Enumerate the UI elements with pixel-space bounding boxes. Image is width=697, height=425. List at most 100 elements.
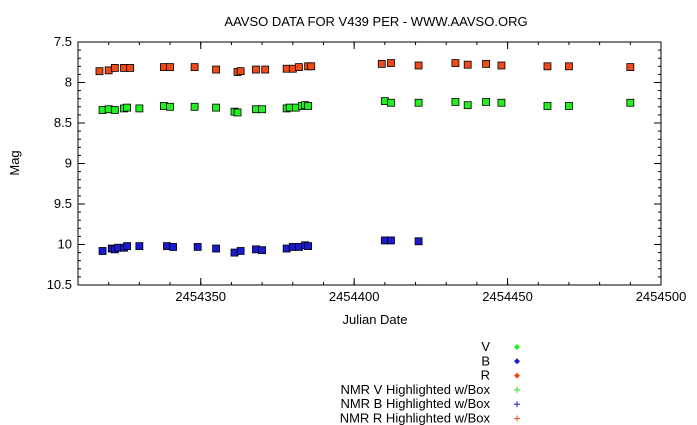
data-point-r [95, 67, 104, 76]
data-point-r [126, 64, 135, 72]
data-point-plus-r [566, 64, 571, 69]
data-point-plus-r [263, 67, 268, 72]
data-point-v [565, 102, 573, 110]
chart-title: AAVSO DATA FOR V439 PER - WWW.AAVSO.ORG [224, 14, 527, 29]
data-point-plus-v [106, 107, 111, 112]
data-point-plus-v [253, 107, 258, 112]
data-point-plus-v [545, 103, 550, 108]
data-point-plus-b [290, 244, 295, 249]
data-point-plus-b [416, 239, 421, 244]
data-point-plus-r [379, 61, 384, 66]
data-point-plus-v [112, 108, 117, 113]
legend-label: V [481, 339, 490, 354]
data-point-v [387, 98, 395, 107]
data-point-v [451, 98, 460, 106]
data-point-b [98, 247, 107, 255]
data-point-plus-v [168, 104, 173, 109]
data-point-r [463, 60, 472, 69]
data-point-b [169, 243, 178, 251]
data-point-v [497, 98, 506, 107]
data-point-plus-v [306, 103, 311, 108]
data-point-plus-v [484, 99, 489, 104]
data-point-r [190, 63, 199, 72]
data-point-plus-v [235, 110, 240, 115]
data-point-plus-v [161, 103, 166, 108]
legend-label: R [481, 368, 490, 383]
data-point-plus-v [416, 100, 421, 105]
data-point-r [377, 59, 386, 68]
data-point-plus-r [253, 67, 258, 72]
data-point-plus-r [416, 63, 421, 68]
data-point-b [123, 242, 131, 251]
data-point-plus-r [112, 65, 117, 70]
data-point-plus-b [171, 244, 176, 249]
y-tick-label: 8 [65, 75, 72, 90]
data-point-v [463, 101, 472, 110]
data-point-r [387, 59, 395, 67]
data-point-v [304, 102, 313, 110]
data-point-r [166, 63, 174, 72]
legend-marker-diamond [514, 344, 520, 350]
data-point-r [212, 65, 220, 74]
data-point-plus-r [168, 65, 173, 70]
data-point-plus-v [499, 100, 504, 105]
data-point-plus-r [499, 63, 504, 68]
data-point-r [252, 65, 260, 74]
data-point-plus-v [388, 100, 393, 105]
data-point-plus-v [566, 103, 571, 108]
data-point-plus-b [214, 246, 219, 251]
data-point-plus-b [296, 244, 301, 249]
data-point-plus-r [161, 65, 166, 70]
data-point-plus-v [260, 107, 265, 112]
data-point-v [123, 103, 131, 112]
y-tick-label: 10.5 [47, 277, 72, 292]
data-point-plus-b [232, 250, 237, 255]
data-point-plus-b [238, 248, 243, 253]
legend-label: B [481, 353, 490, 368]
legend-marker-plus [514, 415, 520, 422]
data-point-plus-r [192, 65, 197, 70]
data-point-b [258, 246, 267, 255]
legend-marker-plus [514, 386, 520, 393]
data-point-plus-r [290, 66, 295, 71]
data-point-plus-r [238, 69, 243, 74]
data-point-r [565, 62, 573, 71]
data-point-r [295, 63, 303, 72]
data-point-plus-r [453, 61, 458, 66]
data-point-v [543, 102, 552, 110]
legend-label: NMR B Highlighted w/Box [340, 396, 490, 411]
legend-label: NMR V Highlighted w/Box [340, 382, 490, 397]
data-point-plus-v [453, 99, 458, 104]
data-point-plus-v [125, 105, 130, 110]
legend-marker-plus [514, 401, 520, 408]
data-point-b [236, 247, 245, 255]
data-point-r [414, 61, 423, 70]
data-point-plus-b [115, 245, 120, 250]
data-point-plus-r [97, 69, 102, 74]
data-point-b [304, 242, 313, 251]
legend-marker-diamond [514, 358, 520, 365]
data-point-plus-r [106, 68, 111, 73]
data-point-plus-r [128, 65, 133, 70]
data-point-plus-b [388, 238, 393, 243]
data-point-v [626, 98, 635, 107]
data-point-plus-v [100, 108, 105, 113]
data-point-plus-r [296, 65, 301, 70]
data-point-r [543, 62, 552, 71]
data-point-r [451, 59, 460, 67]
y-tick-label: 8.5 [54, 115, 72, 130]
data-point-plus-v [137, 106, 142, 111]
data-point-plus-v [628, 100, 633, 105]
data-point-b [387, 236, 395, 245]
data-point-v [212, 103, 220, 112]
legend-label: NMR R Highlighted w/Box [340, 411, 491, 425]
data-point-v [110, 106, 119, 114]
data-point-plus-b [253, 247, 258, 252]
data-point-b [193, 243, 202, 251]
x-axis-label: Julian Date [342, 312, 407, 327]
data-point-r [482, 59, 491, 68]
data-point-plus-v [214, 105, 219, 110]
data-point-v [135, 104, 144, 113]
